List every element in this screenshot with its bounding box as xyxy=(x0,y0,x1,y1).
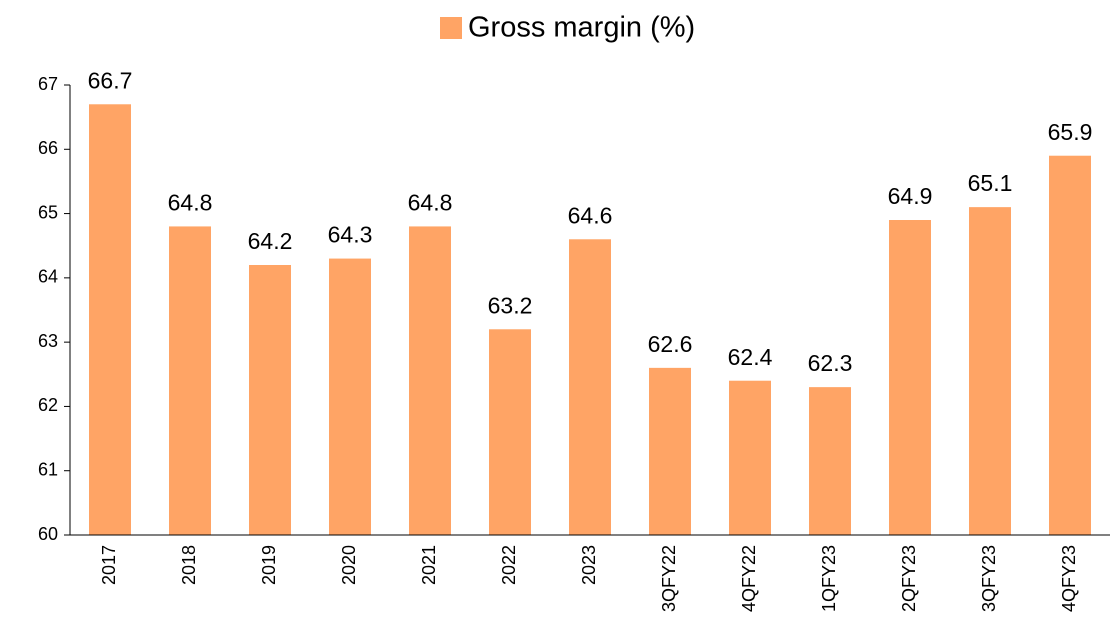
value-label: 62.3 xyxy=(808,350,853,376)
value-label: 64.3 xyxy=(328,222,373,248)
x-tick-label: 2022 xyxy=(499,545,519,585)
x-tick-label: 4QFY23 xyxy=(1059,545,1079,612)
x-tick-label: 2020 xyxy=(339,545,359,585)
value-label: 62.6 xyxy=(648,331,693,357)
bar xyxy=(249,265,291,535)
x-tick-label: 2017 xyxy=(99,545,119,585)
x-tick-label: 2023 xyxy=(579,545,599,585)
bar xyxy=(889,220,931,535)
bar xyxy=(1049,155,1091,535)
bar xyxy=(329,258,371,535)
y-tick-label: 64 xyxy=(38,267,58,287)
x-tick-label: 1QFY23 xyxy=(819,545,839,612)
bar xyxy=(729,380,771,535)
x-tick-label: 4QFY22 xyxy=(739,545,759,612)
x-tick-label: 3QFY22 xyxy=(659,545,679,612)
value-label: 64.9 xyxy=(888,183,933,209)
bar xyxy=(969,207,1011,535)
bar xyxy=(409,226,451,535)
value-label: 65.1 xyxy=(968,170,1013,196)
x-tick-label: 3QFY23 xyxy=(979,545,999,612)
legend-label: Gross margin (%) xyxy=(468,12,695,44)
value-label: 64.6 xyxy=(568,202,613,228)
y-tick-label: 65 xyxy=(38,202,58,222)
bar xyxy=(89,104,131,536)
value-label: 64.8 xyxy=(408,190,453,216)
value-label: 64.8 xyxy=(168,190,213,216)
bar xyxy=(809,387,851,535)
value-label: 63.2 xyxy=(488,292,533,318)
value-label: 66.7 xyxy=(88,67,133,93)
y-tick-label: 60 xyxy=(38,524,58,544)
legend-swatch xyxy=(440,17,462,39)
bar xyxy=(169,226,211,535)
value-label: 62.4 xyxy=(728,344,773,370)
value-label: 64.2 xyxy=(248,228,293,254)
x-tick-label: 2018 xyxy=(179,545,199,585)
x-tick-label: 2021 xyxy=(419,545,439,585)
y-tick-label: 63 xyxy=(38,331,58,351)
value-label: 65.9 xyxy=(1048,119,1093,145)
y-tick-label: 62 xyxy=(38,395,58,415)
y-tick-label: 66 xyxy=(38,138,58,158)
y-tick-label: 61 xyxy=(38,459,58,479)
x-tick-label: 2QFY23 xyxy=(899,545,919,612)
y-tick-label: 67 xyxy=(38,74,58,94)
bar xyxy=(649,367,691,535)
x-tick-label: 2019 xyxy=(259,545,279,585)
bar xyxy=(569,239,611,536)
bar xyxy=(489,329,531,535)
